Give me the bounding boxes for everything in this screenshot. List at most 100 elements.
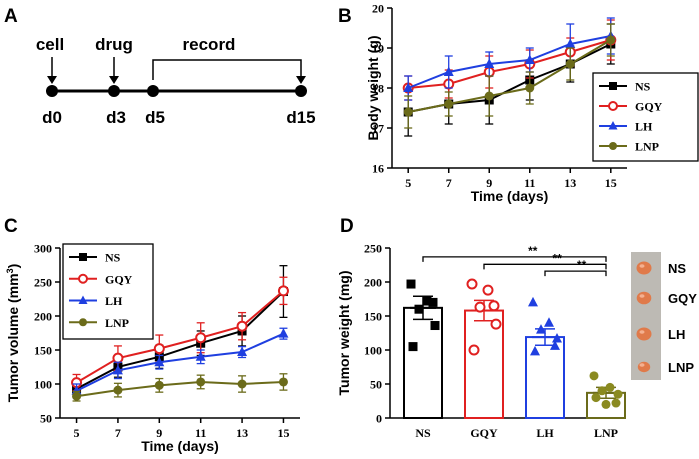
data-point-gqy [112,352,124,364]
significance-bracket [483,263,607,270]
y-tick-label: 19 [372,42,384,56]
data-point-ns [422,296,432,306]
y-tick-label: 150 [34,344,52,358]
legend-label-gqy: GQY [105,272,133,286]
legend-label-lnp: LNP [635,140,659,154]
series-lnp [72,373,288,402]
significance-bracket [422,256,607,262]
legend-marker-lh [608,121,618,130]
data-point-gqy [466,278,478,290]
record-bracket [152,59,302,80]
data-point-lh [544,317,554,327]
label-cell: cell [36,35,64,54]
data-point-lh [443,66,454,76]
cell-arrowhead [47,76,57,84]
x-tick-label: GQY [470,426,498,440]
record-arrowhead [296,76,306,84]
panel-b-body-weight-chart: 16 17 18 19 20 5 7 9 11 13 15 Time (days) Body weigh… [365,2,699,204]
data-point-lnp [154,380,164,390]
data-point-ns [414,304,424,314]
x-tick-label: 11 [524,176,535,190]
tumor-specimen [636,327,652,341]
data-point-gqy [482,284,494,296]
legend-label-lnp: LNP [105,316,129,330]
legend-label-lh: LH [105,294,123,308]
legend-marker-ns [609,82,617,90]
y-tick-label: 50 [370,378,382,392]
timeline-dot-d3 [108,85,120,97]
x-tick-label: 7 [115,426,121,440]
data-point-lnp [113,385,123,395]
data-point-lh [278,328,289,338]
day-label-d5: d5 [145,108,165,127]
series-line-lh [76,332,284,392]
label-drug: drug [95,35,133,54]
data-point-lh [524,54,535,64]
panel-d-tumor-image: NS GQY LH LNP [631,252,697,380]
series-line-gqy [408,39,612,89]
series-lh [71,327,289,399]
tumor-highlight [639,363,645,367]
y-tick-label: 300 [34,242,52,256]
legend-label-gqy: GQY [635,100,663,114]
data-point-lh [484,58,495,68]
data-point-lh [530,345,540,356]
data-point-lh [536,324,546,334]
day-label-d15: d15 [286,108,315,127]
data-point-gqy [236,320,248,332]
data-point-lnp [591,393,601,403]
legend: NS GQY LH LNP [592,72,699,162]
data-point-lnp [611,398,621,408]
y-tick-label: 100 [34,378,52,392]
x-tick-label: NS [415,426,431,440]
series-line-lnp [76,380,284,398]
data-point-lh [71,385,82,395]
tumor-specimen [637,361,651,373]
data-point-lh [552,332,562,343]
x-tick-label: 9 [486,176,492,190]
timeline-dot-d15 [295,85,307,97]
tumor-highlight [639,264,645,268]
series-line-ns [76,290,285,390]
x-tick-label: LH [536,426,554,440]
significance-label: ** [528,244,538,258]
y-tick-label: 150 [364,310,382,324]
panel-letter-b: B [338,6,352,27]
x-tick-label: 11 [195,426,206,440]
x-tick-label: 15 [277,426,289,440]
x-axis-label: Time (days) [471,188,549,204]
data-point-lnp [606,35,616,45]
label-record: record [183,35,236,54]
data-point-ns [406,279,416,289]
legend-marker-lnp [79,318,87,327]
drug-arrowhead [109,76,119,84]
data-point-gqy [488,300,500,312]
timeline-dot-d0 [46,85,58,97]
x-tick-label: 15 [605,176,617,190]
legend-marker-ns [79,253,87,261]
tumor-photo-label: LH [668,327,685,342]
x-tick-label: 5 [405,176,411,190]
series-lh [403,17,616,101]
data-point-lnp [597,386,607,396]
bar-group-lnp [586,371,626,419]
data-point-lh [195,351,206,361]
data-point-lnp [72,391,82,401]
data-point-lh [565,38,576,48]
x-axis-label: Time (days) [141,438,219,454]
data-point-gqy [474,301,486,313]
data-point-lh [550,340,560,350]
x-tick-label: 7 [446,176,452,190]
data-point-ns [408,342,418,352]
data-point-lnp [601,399,611,409]
series-gqy [402,19,617,101]
data-point-lh [154,356,165,367]
y-axis-label: Body weight (g) [365,36,381,141]
panel-letter-c: C [4,216,18,237]
y-tick-label: 0 [376,412,382,426]
legend-marker-gqy [608,101,618,111]
timeline-dot-d5 [147,85,159,97]
x-tick-label: 5 [74,426,80,440]
data-point-ns [428,297,438,307]
